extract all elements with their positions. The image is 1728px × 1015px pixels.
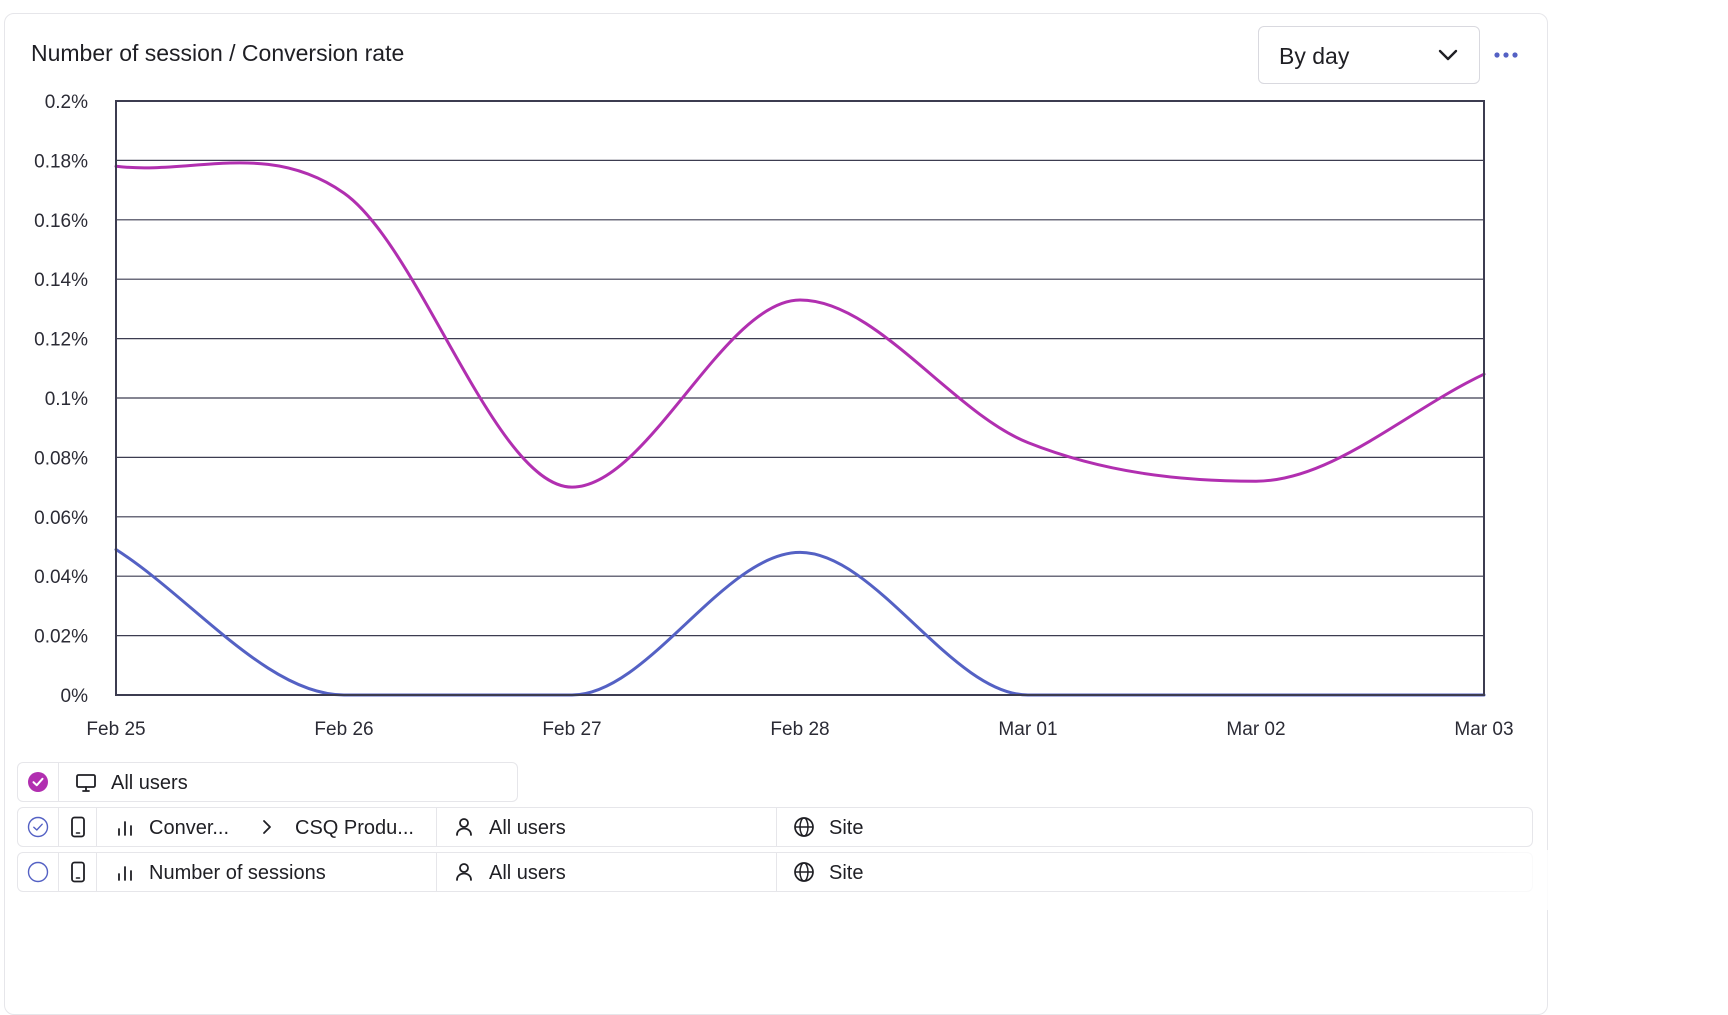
- legend-scope-label: Site: [829, 817, 864, 839]
- line-chart: 0% 0.02% 0.04% 0.06% 0.08% 0.1% 0.12% 0.14% 0.16…: [34, 92, 1513, 740]
- y-tick-label: 0.18%: [34, 151, 88, 172]
- mobile-icon: [71, 861, 85, 883]
- series-line-1: [114, 548, 1486, 697]
- user-icon: [456, 863, 472, 881]
- legend-segment-label: All users: [489, 862, 566, 884]
- chart-card: [4, 13, 1548, 1015]
- y-tick-label: 0.1%: [45, 389, 88, 410]
- y-tick-label: 0.16%: [34, 211, 88, 232]
- mobile-icon: [71, 816, 85, 838]
- y-tick-label: 0.06%: [34, 508, 88, 529]
- globe-icon: [794, 817, 814, 837]
- globe-icon: [794, 862, 814, 882]
- legend-segment-label: All users: [489, 817, 566, 839]
- x-tick-label: Mar 01: [998, 719, 1057, 740]
- x-tick-label: Feb 25: [86, 719, 145, 740]
- check-circle-outline-icon[interactable]: [27, 816, 49, 838]
- y-tick-label: 0.2%: [45, 92, 88, 113]
- x-tick-label: Feb 26: [314, 719, 373, 740]
- legend-target-label: CSQ Produ...: [295, 817, 414, 839]
- y-tick-label: 0.08%: [34, 448, 88, 469]
- y-tick-label: 0.14%: [34, 270, 88, 291]
- desktop-icon: [76, 774, 96, 792]
- x-tick-label: Mar 03: [1454, 719, 1513, 740]
- legend-metric-label: Number of sessions: [149, 862, 326, 884]
- legend-row-sessions[interactable]: Number of sessions All users Site: [17, 852, 1533, 892]
- period-select[interactable]: By day: [1258, 26, 1480, 84]
- x-tick-label: Feb 28: [770, 719, 829, 740]
- bar-chart-icon: [118, 821, 132, 836]
- period-select-value: By day: [1279, 43, 1350, 69]
- x-tick-label: Feb 27: [542, 719, 601, 740]
- y-tick-label: 0.04%: [34, 567, 88, 588]
- chart-title: Number of session / Conversion rate: [31, 40, 405, 66]
- legend-group-all-users[interactable]: All users: [17, 762, 518, 802]
- y-tick-label: 0.02%: [34, 627, 88, 648]
- check-circle-filled-icon[interactable]: [27, 771, 49, 793]
- bar-chart-icon: [118, 866, 132, 881]
- x-tick-label: Mar 02: [1226, 719, 1285, 740]
- y-tick-label: 0.12%: [34, 330, 88, 351]
- series-line-0: [114, 161, 1486, 489]
- legend-metric-label: Conver...: [149, 817, 230, 839]
- chevron-down-icon: [1438, 49, 1458, 61]
- legend-scope-label: Site: [829, 862, 864, 884]
- more-options-icon[interactable]: [1492, 40, 1522, 70]
- y-tick-label: 0%: [61, 686, 89, 707]
- legend-row-conversion[interactable]: Conver... CSQ Produ... All users Site: [17, 807, 1533, 847]
- chevron-right-icon: [263, 820, 271, 834]
- user-icon: [456, 818, 472, 836]
- check-circle-empty-icon[interactable]: [27, 861, 49, 883]
- plot-frame: [115, 100, 1485, 696]
- legend-group-label: All users: [111, 772, 188, 794]
